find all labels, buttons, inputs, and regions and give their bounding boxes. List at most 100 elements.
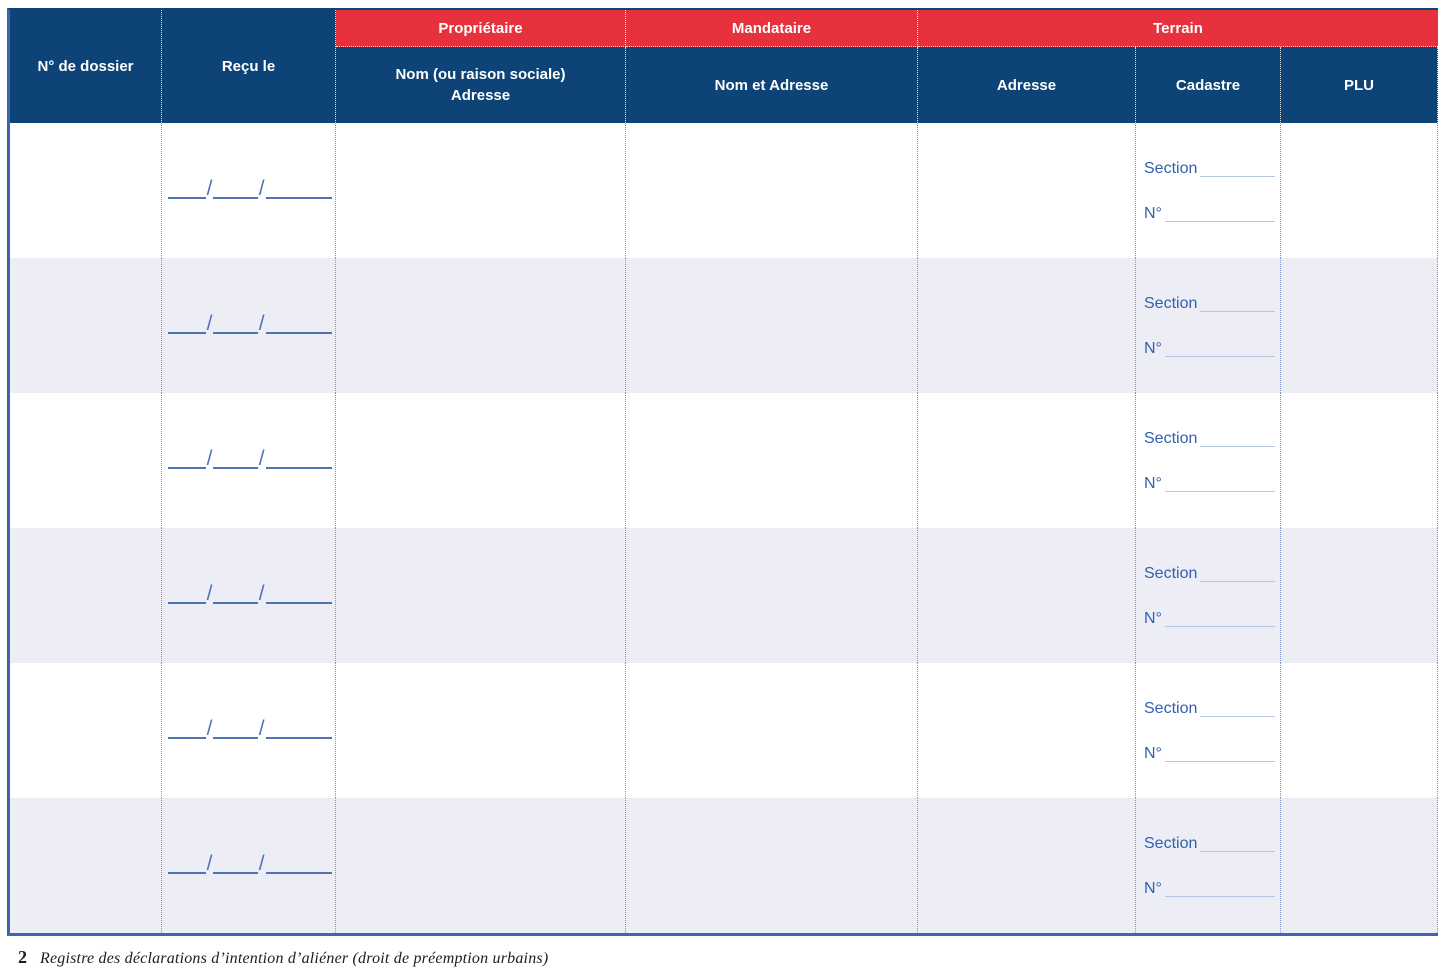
date-slash: / — [206, 717, 213, 741]
cadastre-number-field[interactable]: N° — [1144, 341, 1275, 357]
cell-dossier — [10, 528, 162, 663]
cadastre-number-field[interactable]: N° — [1144, 881, 1275, 897]
cadastre-section-field[interactable]: Section — [1144, 431, 1275, 447]
date-slash: / — [258, 717, 265, 741]
cadastre-section-field[interactable]: Section — [1144, 566, 1275, 582]
date-slash: / — [206, 312, 213, 336]
cell-cadastre: Section N° — [1136, 258, 1281, 393]
date-received-field[interactable]: / / — [168, 123, 332, 199]
number-line — [1164, 220, 1275, 222]
cell-terrain-adresse — [918, 528, 1136, 663]
cell-cadastre: Section N° — [1136, 528, 1281, 663]
cell-recu-le: / / — [162, 798, 336, 933]
date-received-field[interactable]: / / — [168, 528, 332, 604]
table-row: / / Section N° — [10, 528, 1438, 663]
date-line-segment — [168, 737, 206, 739]
cell-cadastre: Section N° — [1136, 123, 1281, 258]
cadastre-section-field[interactable]: Section — [1144, 701, 1275, 717]
header-cell-dossier: N° de dossier — [10, 10, 162, 123]
header-group-proprietaire: Propriétaire — [336, 10, 626, 47]
date-slash: / — [258, 447, 265, 471]
header-cell-terrain-adresse: Adresse — [918, 47, 1136, 123]
sub-label-line1: Nom (ou raison sociale) — [395, 66, 566, 83]
cadastre-section-field[interactable]: Section — [1144, 161, 1275, 177]
cell-plu — [1281, 123, 1438, 258]
table-header: N° de dossier Reçu le Propriétaire Manda… — [10, 10, 1438, 123]
cell-mandataire — [626, 123, 918, 258]
section-label: Section — [1144, 160, 1198, 177]
date-line-segment — [213, 332, 258, 334]
cell-plu — [1281, 798, 1438, 933]
date-line-segment — [265, 872, 332, 874]
number-label: N° — [1144, 475, 1162, 492]
date-slash: / — [258, 177, 265, 201]
date-line-segment — [213, 467, 258, 469]
cadastre-section-field[interactable]: Section — [1144, 836, 1275, 852]
cell-mandataire — [626, 798, 918, 933]
cell-cadastre: Section N° — [1136, 663, 1281, 798]
date-line-segment — [213, 737, 258, 739]
cell-mandataire — [626, 663, 918, 798]
date-line-segment — [168, 332, 206, 334]
date-slash: / — [258, 852, 265, 876]
cell-mandataire — [626, 258, 918, 393]
cell-proprietaire — [336, 528, 626, 663]
cell-terrain-adresse — [918, 258, 1136, 393]
date-line-segment — [265, 602, 332, 604]
cell-proprietaire — [336, 393, 626, 528]
date-line-segment — [168, 602, 206, 604]
date-slash: / — [206, 582, 213, 606]
table-row: / / Section N° — [10, 798, 1438, 933]
cell-dossier — [10, 123, 162, 258]
cell-recu-le: / / — [162, 528, 336, 663]
footer-caption: Registre des déclarations d’intention d’… — [40, 950, 549, 967]
date-slash: / — [206, 447, 213, 471]
cell-terrain-adresse — [918, 393, 1136, 528]
date-received-field[interactable]: / / — [168, 798, 332, 874]
cell-plu — [1281, 258, 1438, 393]
date-slash: / — [206, 852, 213, 876]
cell-recu-le: / / — [162, 123, 336, 258]
date-slash: / — [258, 582, 265, 606]
cadastre-number-field[interactable]: N° — [1144, 476, 1275, 492]
date-received-field[interactable]: / / — [168, 663, 332, 739]
number-line — [1164, 760, 1275, 762]
date-line-segment — [213, 197, 258, 199]
number-label: N° — [1144, 340, 1162, 357]
date-line-segment — [213, 872, 258, 874]
cadastre-number-field[interactable]: N° — [1144, 206, 1275, 222]
cell-recu-le: / / — [162, 393, 336, 528]
date-received-field[interactable]: / / — [168, 258, 332, 334]
table-row: / / Section N° — [10, 123, 1438, 258]
section-line — [1200, 715, 1275, 717]
cadastre-section-field[interactable]: Section — [1144, 296, 1275, 312]
number-label: N° — [1144, 205, 1162, 222]
cell-terrain-adresse — [918, 123, 1136, 258]
table-row: / / Section N° — [10, 258, 1438, 393]
cell-recu-le: / / — [162, 663, 336, 798]
cell-mandataire — [626, 393, 918, 528]
date-line-segment — [265, 332, 332, 334]
cell-dossier — [10, 258, 162, 393]
date-line-segment — [168, 467, 206, 469]
cell-plu — [1281, 528, 1438, 663]
header-cell-proprietaire-sub: Nom (ou raison sociale) Adresse — [336, 47, 626, 123]
date-slash: / — [206, 177, 213, 201]
number-label: N° — [1144, 880, 1162, 897]
header-cell-terrain-plu: PLU — [1281, 47, 1438, 123]
table-row: / / Section N° — [10, 393, 1438, 528]
header-cell-terrain-cadastre: Cadastre — [1136, 47, 1281, 123]
number-label: N° — [1144, 745, 1162, 762]
register-table: N° de dossier Reçu le Propriétaire Manda… — [7, 8, 1438, 936]
cadastre-number-field[interactable]: N° — [1144, 611, 1275, 627]
cell-recu-le: / / — [162, 258, 336, 393]
number-line — [1164, 625, 1275, 627]
cell-proprietaire — [336, 798, 626, 933]
header-cell-recu-le: Reçu le — [162, 10, 336, 123]
section-line — [1200, 580, 1275, 582]
header-cell-mandataire-sub: Nom et Adresse — [626, 47, 918, 123]
cadastre-number-field[interactable]: N° — [1144, 746, 1275, 762]
date-received-field[interactable]: / / — [168, 393, 332, 469]
section-line — [1200, 175, 1275, 177]
cell-proprietaire — [336, 123, 626, 258]
